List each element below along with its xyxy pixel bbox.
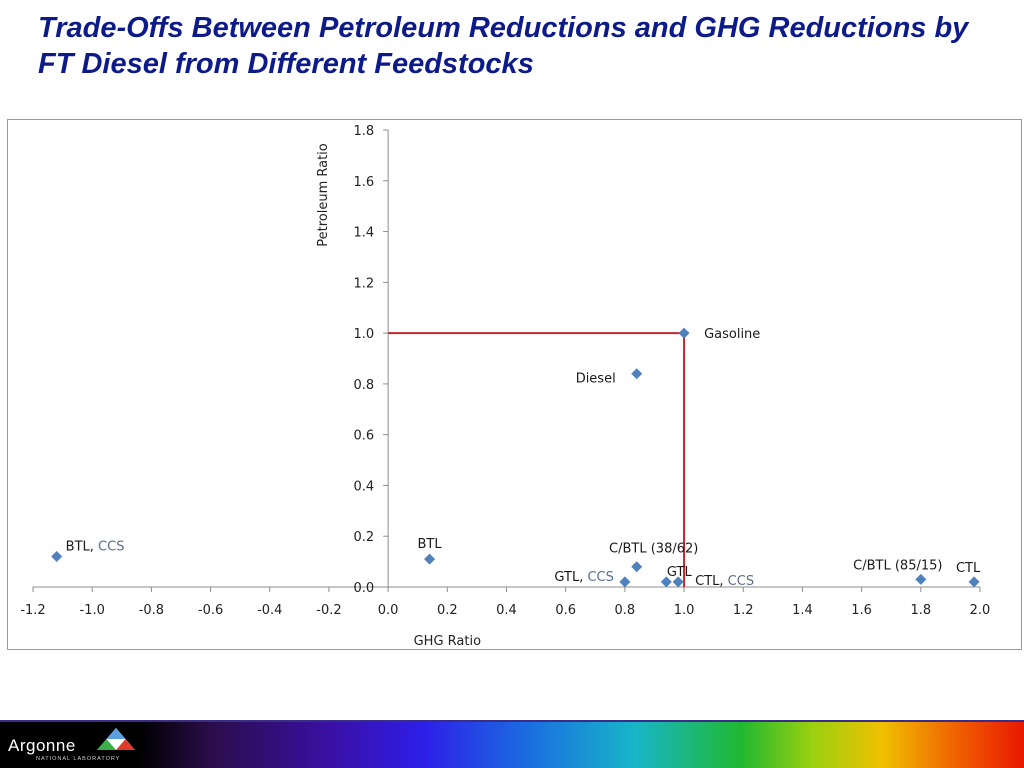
x-tick-label: 1.8 <box>910 603 931 618</box>
footer-bar <box>0 720 1024 768</box>
y-axis-label: Petroleum Ratio <box>316 143 331 247</box>
data-point-marker <box>619 576 631 588</box>
data-point-label-main: Diesel <box>576 372 616 387</box>
x-tick-label: 0.6 <box>555 603 576 618</box>
data-point-label-main: GTL <box>667 565 693 580</box>
x-tick-label: 1.2 <box>733 603 754 618</box>
data-point-label: GTL <box>667 565 693 580</box>
data-point-label: BTL <box>418 537 443 552</box>
y-tick-label: 1.8 <box>353 124 374 139</box>
data-point-label-main: BTL <box>418 537 443 552</box>
data-point-label-suffix: CCS <box>98 540 124 555</box>
x-tick-label: 0.2 <box>437 603 458 618</box>
x-tick-label: -0.2 <box>316 603 341 618</box>
data-point-marker <box>968 576 980 588</box>
x-tick-label: -1.0 <box>80 603 105 618</box>
data-point-label: BTL, CCS <box>66 540 125 555</box>
x-axis-label: GHG Ratio <box>414 634 481 649</box>
data-point-label: Diesel <box>576 372 616 387</box>
footer-divider <box>0 720 1024 722</box>
data-point-label: GTL, CCS <box>554 570 613 585</box>
argonne-triangle-logo-icon <box>97 728 135 750</box>
y-tick-label: 1.0 <box>353 327 374 342</box>
x-tick-label: -1.2 <box>20 603 45 618</box>
y-tick-label: 0.6 <box>353 429 374 444</box>
slide-title: Trade-Offs Between Petroleum Reductions … <box>38 12 969 80</box>
data-point-marker <box>672 576 684 588</box>
data-point-marker <box>631 368 643 380</box>
x-tick-label: -0.4 <box>257 603 282 618</box>
data-point-label: CTL <box>956 561 981 576</box>
data-point-marker <box>51 551 63 563</box>
y-tick-label: 0.0 <box>353 581 374 596</box>
argonne-logo-text: Argonne <box>8 736 76 755</box>
y-tick-label: 1.2 <box>353 276 374 291</box>
x-tick-label: 1.4 <box>792 603 813 618</box>
data-point-label: CTL, CCS <box>695 574 754 589</box>
data-point-label: C/BTL (85/15) <box>853 558 942 573</box>
data-point-marker <box>660 576 672 588</box>
data-point-marker <box>915 573 927 585</box>
data-point-marker <box>424 553 436 565</box>
y-tick-label: 0.2 <box>353 530 374 545</box>
scatter-chart: -1.2 -1.0 -0.8 -0.6 -0.4 -0.2 0.0 0.2 0.4 0.6 0.8 1… <box>20 124 991 649</box>
data-point-label-main: BTL <box>66 540 91 555</box>
x-tick-label: -0.8 <box>139 603 164 618</box>
data-point-label-main: CTL <box>695 574 720 589</box>
x-tick-label: 2.0 <box>970 603 991 618</box>
y-tick-label: 0.4 <box>353 479 374 494</box>
data-point-label: C/BTL (38/62) <box>609 542 698 557</box>
data-point-label-main: C/BTL (38/62) <box>609 542 698 557</box>
chart-frame: -1.2 -1.0 -0.8 -0.6 -0.4 -0.2 0.0 0.2 0.4 0.6 0.8 1… <box>7 119 1022 650</box>
footer-spectrum-band <box>140 722 1024 768</box>
data-point-label: Gasoline <box>704 327 760 342</box>
y-tick-label: 0.8 <box>353 378 374 393</box>
x-tick-label: 1.6 <box>851 603 872 618</box>
y-tick-label: 1.4 <box>353 226 374 241</box>
data-point-label-main: Gasoline <box>704 327 760 342</box>
x-tick-label: 1.0 <box>674 603 695 618</box>
x-tick-label: 0.8 <box>615 603 636 618</box>
argonne-logo-subtext: NATIONAL LABORATORY <box>36 756 121 762</box>
data-point-label-suffix: CCS <box>728 574 754 589</box>
data-point-marker <box>678 327 690 339</box>
data-point-label-main: GTL <box>554 570 580 585</box>
x-tick-label: 0.4 <box>496 603 517 618</box>
x-tick-label: 0.0 <box>378 603 399 618</box>
data-point-label-main: CTL <box>956 561 981 576</box>
data-point-label-main: C/BTL (85/15) <box>853 558 942 573</box>
y-tick-label: 1.6 <box>353 175 374 190</box>
data-point-label-suffix: CCS <box>587 570 613 585</box>
x-tick-label: -0.6 <box>198 603 223 618</box>
data-point-marker <box>631 561 643 573</box>
